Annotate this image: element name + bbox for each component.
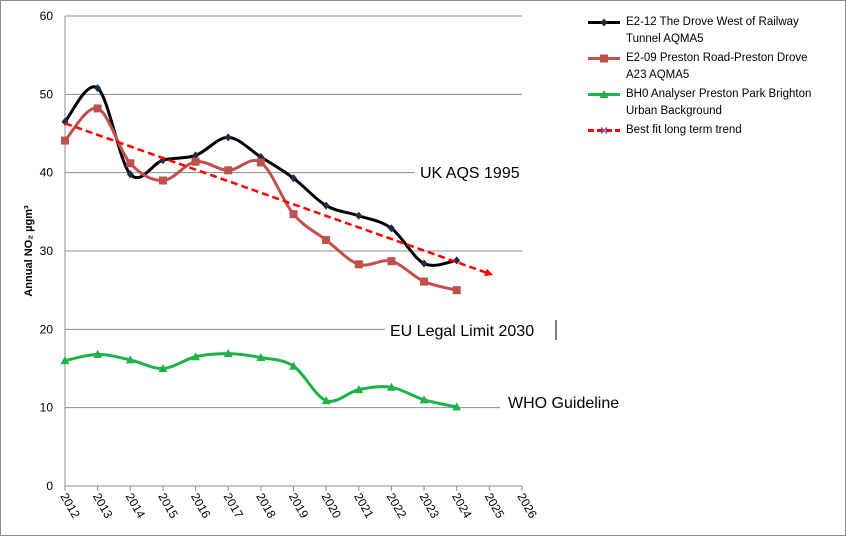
data-point: [158, 176, 167, 185]
data-point: [386, 382, 396, 391]
data-point: [191, 352, 201, 361]
legend-item: E2-12 The Drove West of Railway Tunnel A…: [586, 14, 836, 48]
legend-swatch: [588, 54, 620, 63]
y-tick-label: 60: [40, 9, 54, 23]
x-tick-label: 2017: [221, 491, 247, 521]
data-point: [256, 158, 265, 167]
legend-label: E2-09 Preston Road-Preston Drove A23 AQM…: [626, 52, 808, 81]
data-point: [224, 166, 233, 175]
legend-label: BH0 Analyser Preston Park Brighton Urban…: [626, 88, 812, 117]
x-tick-label: 2014: [123, 491, 149, 521]
data-point: [354, 385, 364, 394]
data-point: [289, 361, 298, 370]
legend-label: E2-12 The Drove West of Railway Tunnel A…: [626, 16, 799, 45]
data-point: [290, 174, 297, 183]
x-tick-label: 2015: [155, 491, 181, 521]
y-tick-label: 50: [40, 87, 54, 101]
data-point: [256, 353, 266, 362]
x-tick-label: 2016: [188, 491, 214, 521]
legend-label: Best fit long term trend: [626, 124, 742, 136]
series-line: [64, 122, 494, 277]
data-point: [94, 84, 102, 93]
data-point: [93, 104, 102, 113]
x-tick-label: 2020: [319, 491, 345, 521]
data-point: [355, 211, 363, 220]
data-point: [453, 256, 461, 265]
legend-swatch: [588, 126, 620, 135]
data-point: [419, 395, 429, 404]
series-line: [63, 85, 457, 267]
data-point: [322, 236, 331, 245]
x-tick-label: 2012: [57, 491, 83, 521]
x-tick-label: 2024: [449, 491, 475, 521]
y-tick-label: 0: [46, 479, 53, 493]
legend-swatch: [588, 18, 620, 27]
x-tick-label: 2018: [253, 491, 279, 521]
y-tick-label: 30: [40, 244, 54, 258]
data-point: [191, 157, 200, 166]
data-point: [420, 277, 429, 286]
legend-cross: [600, 126, 608, 135]
y-axis-label: Annual NO₂ µgm³: [23, 205, 35, 297]
data-point: [354, 260, 363, 269]
legend-marker: [600, 18, 608, 27]
data-point: [158, 364, 168, 372]
legend: E2-12 The Drove West of Railway Tunnel A…: [586, 14, 836, 141]
legend-swatch: [588, 90, 620, 98]
data-point: [224, 133, 232, 142]
series-line: [64, 352, 458, 409]
data-point: [93, 349, 103, 358]
x-tick-label: 2019: [286, 491, 312, 521]
x-tick-label: 2026: [514, 491, 540, 521]
data-point: [61, 136, 69, 145]
annotation: EU Legal Limit 2030: [390, 323, 534, 340]
data-point: [126, 170, 134, 179]
x-tick-label: 2013: [90, 491, 116, 521]
y-tick-label: 20: [40, 322, 54, 336]
data-point: [60, 356, 70, 365]
data-point: [321, 396, 331, 405]
data-point: [223, 349, 233, 358]
legend-item: E2-09 Preston Road-Preston Drove A23 AQM…: [586, 50, 836, 84]
data-point: [420, 259, 428, 268]
x-tick-label: 2025: [482, 491, 508, 521]
data-point: [126, 159, 135, 168]
data-point: [452, 402, 462, 411]
data-point: [192, 151, 200, 160]
data-point: [387, 224, 395, 233]
x-tick-label: 2023: [416, 491, 442, 521]
data-point: [289, 210, 298, 219]
x-tick-label: 2021: [351, 491, 377, 521]
legend-marker: [599, 90, 609, 98]
annotation: WHO Guideline: [508, 395, 619, 412]
legend-item: Best fit long term trend: [586, 122, 836, 139]
y-tick-label: 40: [40, 166, 54, 180]
x-tick-label: 2022: [384, 491, 410, 521]
data-point: [387, 257, 396, 266]
series-line: [63, 106, 458, 292]
data-point: [322, 201, 330, 210]
legend-item: BH0 Analyser Preston Park Brighton Urban…: [586, 86, 836, 120]
annotation: UK AQS 1995: [420, 165, 520, 182]
y-tick-label: 10: [40, 401, 54, 415]
legend-marker: [600, 54, 608, 63]
data-point: [125, 355, 135, 364]
data-point: [452, 286, 461, 295]
